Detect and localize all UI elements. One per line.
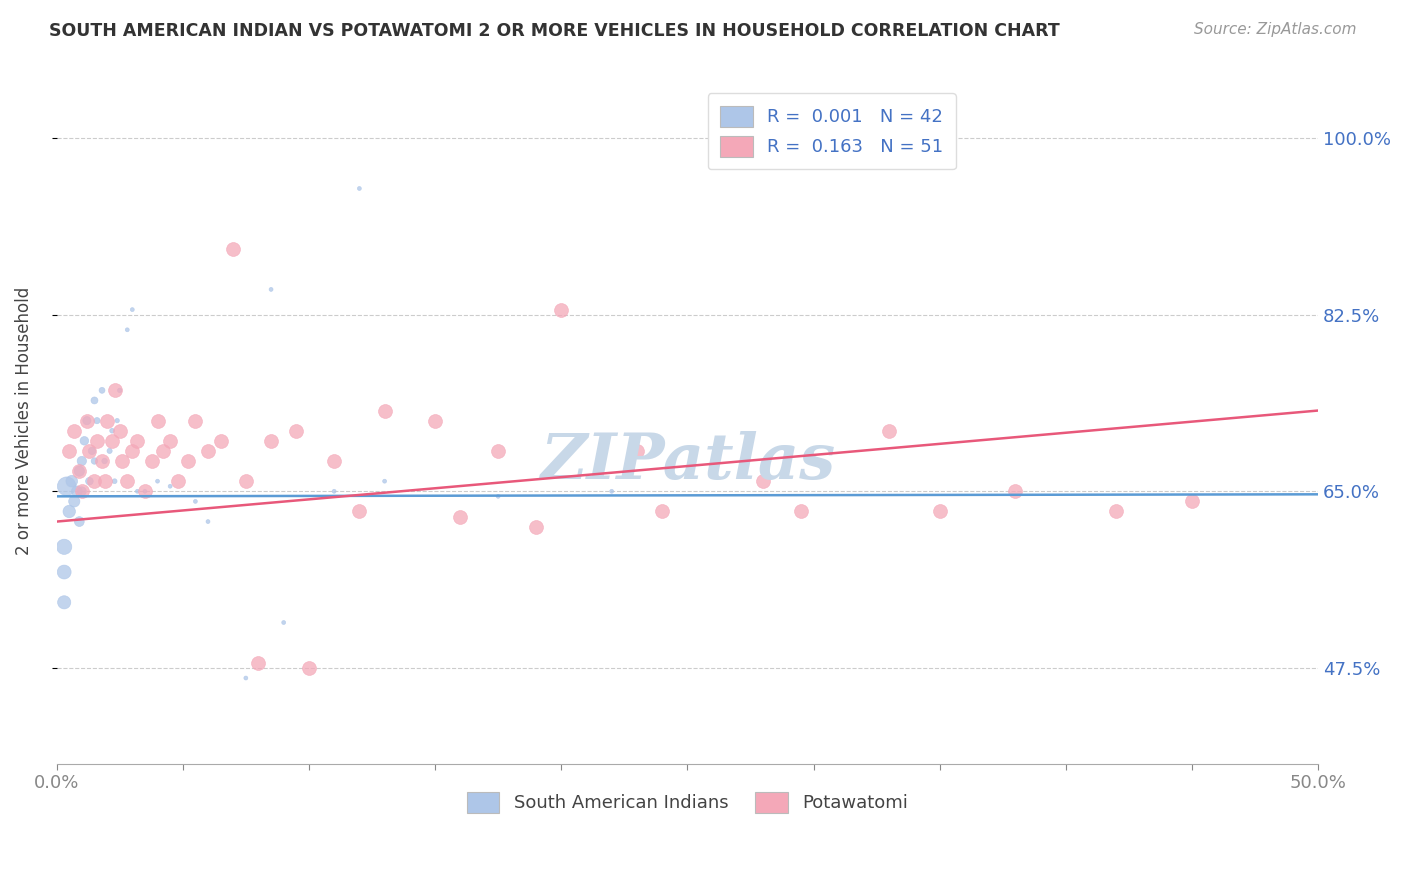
Point bbox=[63, 424, 86, 438]
Text: Source: ZipAtlas.com: Source: ZipAtlas.com bbox=[1194, 22, 1357, 37]
Point bbox=[127, 484, 149, 499]
Point bbox=[349, 504, 371, 518]
Point bbox=[134, 484, 156, 499]
Point bbox=[374, 474, 396, 488]
Point bbox=[877, 424, 900, 438]
Point bbox=[184, 494, 207, 508]
Point bbox=[104, 384, 127, 398]
Point bbox=[247, 656, 270, 670]
Point bbox=[111, 454, 134, 468]
Point bbox=[273, 615, 295, 630]
Point bbox=[184, 414, 207, 428]
Point bbox=[159, 434, 181, 448]
Point bbox=[235, 474, 257, 488]
Point bbox=[73, 434, 96, 448]
Point bbox=[159, 479, 181, 493]
Point bbox=[105, 414, 128, 428]
Point bbox=[209, 434, 232, 448]
Point bbox=[58, 444, 80, 458]
Point bbox=[104, 474, 127, 488]
Point bbox=[55, 479, 77, 493]
Point bbox=[108, 384, 131, 398]
Point bbox=[121, 302, 143, 317]
Point bbox=[91, 454, 114, 468]
Point bbox=[101, 424, 124, 438]
Point bbox=[166, 474, 188, 488]
Point bbox=[134, 484, 156, 499]
Point bbox=[323, 454, 346, 468]
Point bbox=[70, 484, 93, 499]
Point bbox=[83, 454, 105, 468]
Point bbox=[197, 444, 219, 458]
Point bbox=[53, 565, 76, 579]
Point bbox=[152, 444, 174, 458]
Point bbox=[117, 323, 139, 337]
Point bbox=[83, 474, 105, 488]
Point bbox=[53, 540, 76, 554]
Point bbox=[76, 414, 98, 428]
Point bbox=[86, 434, 108, 448]
Point bbox=[96, 414, 118, 428]
Point bbox=[80, 444, 103, 458]
Point bbox=[127, 434, 149, 448]
Point bbox=[70, 454, 93, 468]
Point bbox=[66, 484, 89, 499]
Point bbox=[93, 454, 115, 468]
Point bbox=[349, 181, 371, 195]
Point bbox=[63, 494, 86, 508]
Point bbox=[550, 302, 572, 317]
Point bbox=[67, 464, 90, 478]
Point bbox=[70, 484, 93, 499]
Point bbox=[235, 671, 257, 685]
Point bbox=[83, 393, 105, 408]
Point bbox=[117, 474, 139, 488]
Point bbox=[93, 474, 115, 488]
Point bbox=[98, 444, 121, 458]
Text: ZIPatlas: ZIPatlas bbox=[540, 431, 835, 492]
Point bbox=[752, 474, 775, 488]
Point bbox=[486, 489, 509, 503]
Point bbox=[146, 474, 169, 488]
Point bbox=[260, 434, 283, 448]
Point bbox=[1105, 504, 1128, 518]
Point bbox=[651, 504, 673, 518]
Point bbox=[285, 424, 308, 438]
Point bbox=[108, 424, 131, 438]
Point bbox=[121, 444, 143, 458]
Point bbox=[79, 474, 101, 488]
Point bbox=[58, 504, 80, 518]
Point bbox=[222, 242, 245, 256]
Point bbox=[600, 484, 623, 499]
Point bbox=[91, 384, 114, 398]
Point bbox=[141, 454, 163, 468]
Point bbox=[260, 282, 283, 296]
Point bbox=[928, 504, 950, 518]
Point bbox=[1181, 494, 1204, 508]
Point bbox=[76, 414, 98, 428]
Point bbox=[790, 504, 813, 518]
Point bbox=[626, 444, 648, 458]
Point bbox=[524, 519, 547, 533]
Text: SOUTH AMERICAN INDIAN VS POTAWATOMI 2 OR MORE VEHICLES IN HOUSEHOLD CORRELATION : SOUTH AMERICAN INDIAN VS POTAWATOMI 2 OR… bbox=[49, 22, 1060, 40]
Point bbox=[449, 509, 471, 524]
Point bbox=[197, 515, 219, 529]
Point bbox=[1004, 484, 1026, 499]
Point bbox=[101, 434, 124, 448]
Legend: South American Indians, Potawatomi: South American Indians, Potawatomi bbox=[456, 780, 920, 823]
Point bbox=[374, 403, 396, 417]
Point bbox=[67, 515, 90, 529]
Point bbox=[86, 414, 108, 428]
Point bbox=[298, 661, 321, 675]
Point bbox=[486, 444, 509, 458]
Point bbox=[79, 444, 101, 458]
Point bbox=[423, 414, 446, 428]
Point bbox=[323, 484, 346, 499]
Point bbox=[146, 414, 169, 428]
Point bbox=[67, 464, 90, 478]
Point bbox=[53, 595, 76, 609]
Point bbox=[177, 454, 200, 468]
Y-axis label: 2 or more Vehicles in Household: 2 or more Vehicles in Household bbox=[15, 286, 32, 555]
Point bbox=[60, 474, 83, 488]
